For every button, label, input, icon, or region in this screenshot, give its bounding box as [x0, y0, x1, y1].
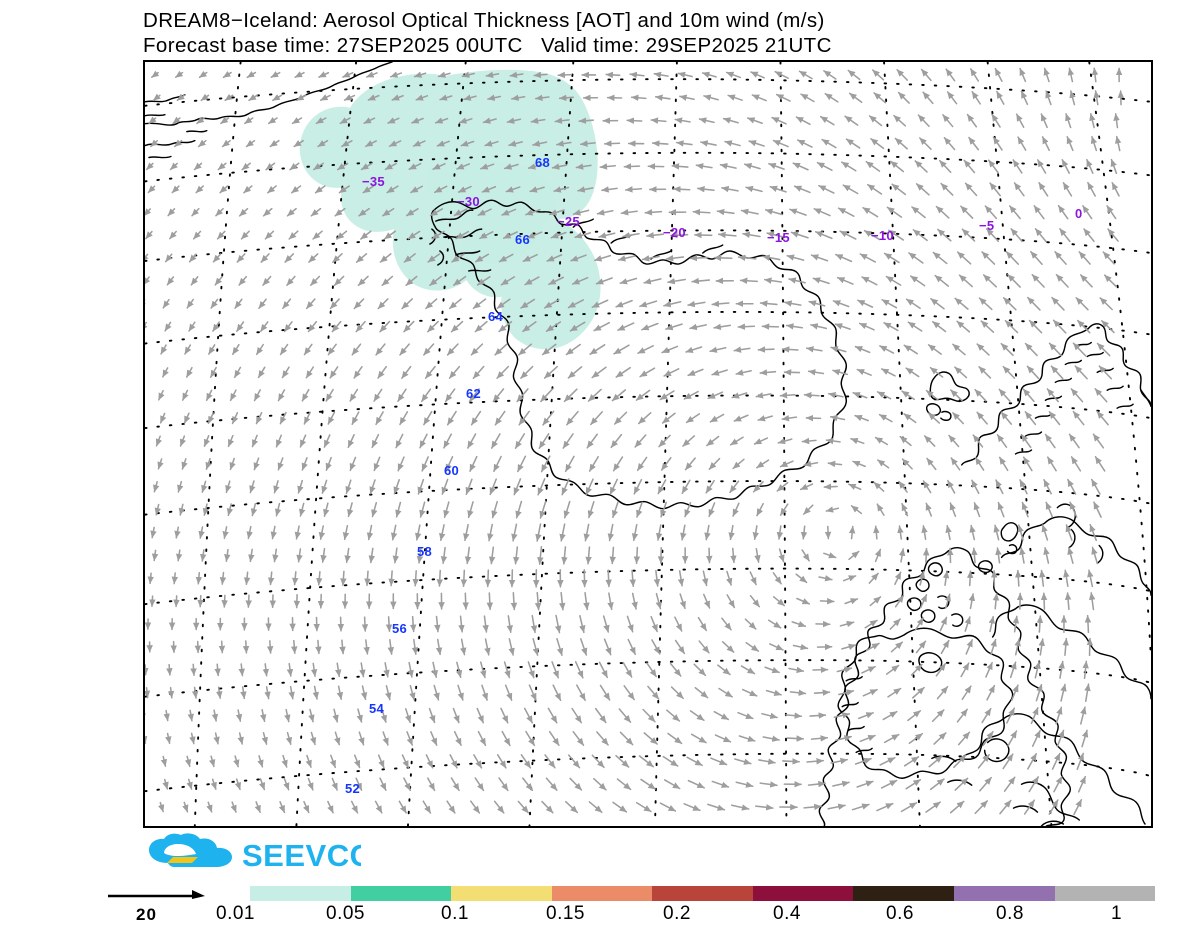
map-plot-area[interactable]: 68666462605856545250−35−30−25−20−15−10−5…	[143, 60, 1153, 828]
longitude-label-minus35: −35	[362, 174, 385, 189]
seevccc-logo: SEEVCCC	[146, 833, 361, 875]
colorbar-band-0.2	[652, 886, 753, 901]
latitude-label-66: 66	[515, 232, 531, 247]
colorbar-label-0.8: 0.8	[996, 903, 1024, 924]
colorbar-band-0.1	[451, 886, 552, 901]
wind-scale-value: 20	[136, 905, 157, 924]
colorbar-band-0.05	[350, 886, 452, 901]
page-title: DREAM8−Iceland: Aerosol Optical Thicknes…	[143, 8, 1183, 58]
colorbar-label-0.1: 0.1	[441, 903, 469, 924]
longitude-label-minus10: −10	[871, 228, 894, 243]
longitude-label-0: 0	[1075, 206, 1083, 221]
wind-scale-arrow	[108, 890, 205, 899]
colorbar-band-1	[1054, 886, 1156, 901]
longitude-label-minus30: −30	[457, 194, 480, 209]
latitude-label-54: 54	[369, 701, 385, 716]
logo-graphic: SEEVCCC	[149, 833, 361, 873]
colorbar-label-0.4: 0.4	[773, 903, 801, 924]
colorbar-label-0.6: 0.6	[886, 903, 914, 924]
colorbar-band-0.6	[853, 886, 954, 901]
map-canvas	[145, 62, 1151, 826]
colorbar-band-0.4	[752, 886, 854, 901]
colorbar-band-0.8	[953, 886, 1055, 901]
latitude-label-64: 64	[488, 309, 504, 324]
latitude-label-60: 60	[444, 463, 460, 478]
title-line-2: Forecast base time: 27SEP2025 00UTC Vali…	[143, 34, 832, 57]
longitude-label-minus15: −15	[767, 230, 790, 245]
colorbar-label-0.01: 0.01	[216, 903, 255, 924]
logo-text: SEEVCCC	[242, 838, 361, 873]
latitude-label-56: 56	[392, 621, 408, 636]
aot-plume-layer	[299, 69, 601, 350]
latitude-label-58: 58	[417, 544, 433, 559]
colorbar-label-1: 1	[1111, 903, 1123, 924]
coastlines	[145, 62, 1151, 826]
latitude-label-62: 62	[466, 386, 482, 401]
title-line-1: DREAM8−Iceland: Aerosol Optical Thicknes…	[143, 9, 825, 32]
colorbar-band-0.15	[551, 886, 653, 901]
longitude-label-minus5: −5	[979, 218, 995, 233]
wind-scale-key: 20	[106, 888, 216, 928]
colorbar-label-0.2: 0.2	[663, 903, 691, 924]
graticule	[145, 62, 1151, 826]
aot-colorbar-labels: 0.01 0.05 0.1 0.15 0.2 0.4 0.6 0.8 1	[216, 903, 1191, 929]
latitude-label-68: 68	[535, 155, 551, 170]
latitude-label-52: 52	[345, 781, 361, 796]
longitude-label-minus25: −25	[557, 214, 580, 229]
wind-vector-field	[145, 67, 1125, 816]
colorbar-band-0.01	[250, 886, 351, 901]
colorbar-label-0.05: 0.05	[326, 903, 365, 924]
longitude-label-minus20: −20	[663, 225, 686, 240]
colorbar-label-0.15: 0.15	[546, 903, 585, 924]
aot-colorbar	[250, 886, 1156, 901]
cloud-icon	[149, 833, 232, 867]
